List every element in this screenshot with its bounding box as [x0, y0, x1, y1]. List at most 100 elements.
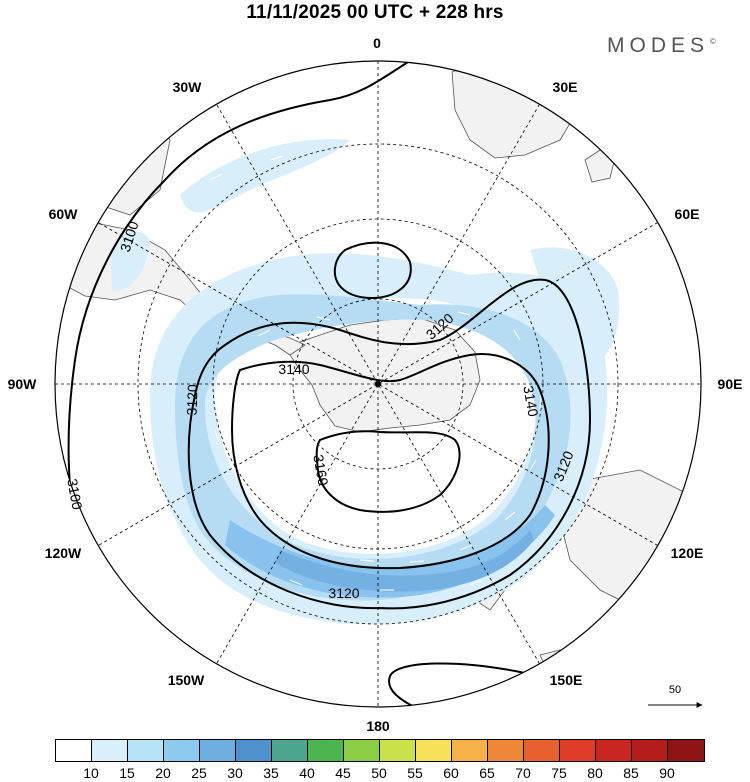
wind-patch-scotia [110, 231, 150, 291]
colorbar-swatch [272, 740, 308, 761]
wind-vector [289, 579, 303, 586]
brand-mark: © [710, 37, 716, 46]
colorbar-tick-label: 75 [551, 765, 567, 781]
wind-vector [269, 155, 284, 161]
wind-vector [513, 329, 521, 341]
south-america-north [79, 99, 171, 216]
wind-vector [409, 560, 425, 563]
colorbar-tick-label: 90 [659, 765, 675, 781]
colorbar [55, 739, 705, 762]
colorbar-tick-label: 10 [83, 765, 99, 781]
colorbar-swatch [380, 740, 416, 761]
wind-vectors [209, 155, 569, 591]
latitude-circle [137, 143, 619, 625]
colorbar-tick-label: 65 [479, 765, 495, 781]
lon-label-180: 180 [366, 718, 390, 734]
pole-marker [375, 381, 381, 387]
colorbar-swatch [596, 740, 632, 761]
colorbar-tick-label: 30 [227, 765, 243, 781]
lon-label-120e: 120E [671, 545, 704, 561]
wind-vector [209, 173, 223, 181]
map-border [54, 60, 702, 708]
wind-band-mid [175, 294, 571, 601]
lon-label-90e: 90E [718, 376, 743, 392]
wind-vector [469, 579, 483, 586]
wind-patch-indian [530, 247, 620, 360]
colorbar-tick-label: 85 [623, 765, 639, 781]
contour-label: 3140 [520, 384, 541, 418]
longitude-labels: 0 30E 60E 90E 120E 150E 180 150W 120W 90… [8, 35, 743, 734]
africa-landmass [451, 61, 579, 159]
colorbar-swatch [164, 740, 200, 761]
wind-vector [257, 329, 271, 337]
colorbar-swatch [488, 740, 524, 761]
lon-label-60w: 60W [49, 206, 79, 222]
colorbar-tick-label: 20 [155, 765, 171, 781]
contour-3100 [67, 61, 409, 541]
brand-logo: MODES© [607, 34, 716, 58]
colorbar-swatch [92, 740, 128, 761]
wind-vector [457, 311, 471, 316]
wind-vector [214, 429, 220, 443]
colorbar-swatch [560, 740, 596, 761]
wind-vector [539, 395, 542, 411]
colorbar-tick-label: 15 [119, 765, 135, 781]
colorbar-tick-label: 45 [335, 765, 351, 781]
antarctica-landmass [289, 317, 481, 433]
wind-vector [459, 544, 473, 551]
colorbar-swatch [344, 740, 380, 761]
wind-vector [244, 459, 252, 471]
contour-label: 3140 [278, 361, 309, 377]
wind-vector [529, 459, 537, 471]
colorbar-tick-label: 60 [443, 765, 459, 781]
wind-patch-atlantic [180, 139, 350, 213]
reference-vector-label: 50 [669, 684, 681, 696]
reference-vector: 50 [648, 684, 703, 708]
wind-vector [405, 344, 421, 350]
graticule [55, 61, 701, 707]
colorbar-tick-label: 55 [407, 765, 423, 781]
contour-label: 3160 [310, 453, 331, 487]
contour-3160 [315, 430, 461, 513]
contour-3140 [230, 353, 550, 570]
lon-label-30e: 30E [553, 79, 578, 95]
lon-label-60e: 60E [675, 206, 700, 222]
colorbar-tick-label: 40 [299, 765, 315, 781]
lon-label-0: 0 [373, 35, 381, 51]
colorbar-swatch [524, 740, 560, 761]
colorbar-tick-label: 25 [191, 765, 207, 781]
colorbar-tick-label: 35 [263, 765, 279, 781]
colorbar-tick-label: 80 [587, 765, 603, 781]
colorbar-swatch [308, 740, 344, 761]
colorbar-swatch [200, 740, 236, 761]
contour-3120 [187, 278, 592, 610]
colorbar-swatch [632, 740, 668, 761]
wind-vector [559, 269, 569, 279]
map-content [55, 61, 701, 707]
wind-band-max [275, 530, 534, 592]
colorbar-tick-label: 50 [371, 765, 387, 781]
colorbar-swatch [56, 740, 92, 761]
lon-label-150w: 150W [168, 672, 205, 688]
wind-speed-shading [55, 139, 620, 625]
colorbar-swatch [416, 740, 452, 761]
wind-vector [309, 539, 323, 546]
madagascar-landmass [584, 149, 616, 183]
lon-label-150e: 150E [550, 672, 583, 688]
lon-label-90w: 90W [8, 376, 38, 392]
colorbar-tick-label: 70 [515, 765, 531, 781]
contour-label: 3120 [183, 384, 200, 416]
colorbar-swatch [668, 740, 704, 761]
wind-vector [359, 559, 375, 562]
map-title: 11/11/2025 00 UTC + 228 hrs [246, 2, 504, 23]
lon-label-30w: 30W [173, 79, 203, 95]
wind-vector [316, 316, 331, 321]
colorbar-swatch [236, 740, 272, 761]
colorbar-swatch [128, 740, 164, 761]
brand-name: MODES [607, 34, 710, 57]
contour-label: 3120 [328, 585, 359, 601]
contour-3120-low [333, 241, 412, 300]
contour-label: 3100 [64, 477, 85, 511]
colorbar-swatch [452, 740, 488, 761]
